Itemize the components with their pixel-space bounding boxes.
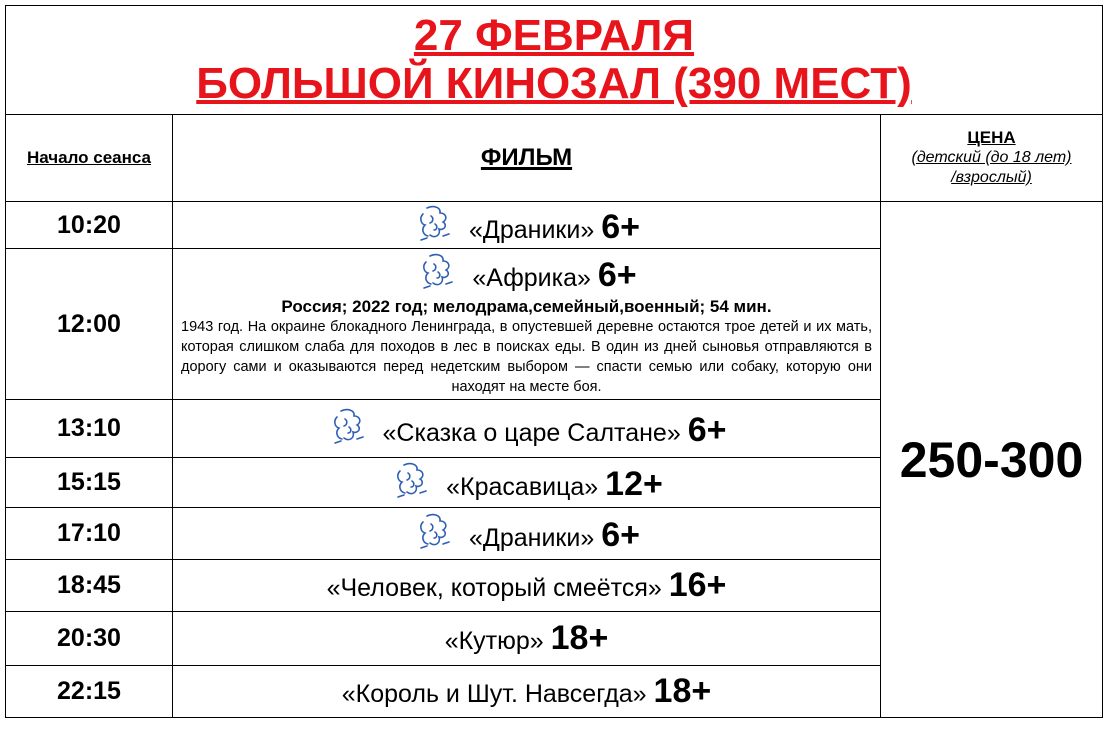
session-time: 22:15 (5, 665, 173, 718)
film-title: «Король и Шут. Навсегда» (341, 680, 647, 708)
film-title: «Кутюр» (444, 627, 544, 655)
film-cell: «Человек, который смеётся» 16+ (172, 559, 881, 612)
session-row: 15:15 «Красавица» 12+ (5, 457, 1103, 508)
film-title: «Драники» (469, 524, 595, 552)
header-film: ФИЛЬМ (172, 114, 881, 202)
header-time: Начало сеанса (5, 114, 173, 202)
pushkin-card-icon (413, 512, 457, 552)
session-row: 22:15 «Король и Шут. Навсегда» 18+ (5, 665, 1103, 718)
film-description: 1943 год. На окраине блокадного Ленингра… (181, 318, 872, 395)
session-time: 15:15 (5, 457, 173, 508)
film-title: «Человек, который смеётся» (326, 574, 662, 602)
session-row: 20:30 «Кутюр» 18+ (5, 611, 1103, 666)
session-row: 12:00 «Африка» 6+ Россия; 2022 год; мелод… (5, 248, 1103, 400)
film-cell: «Драники» 6+ (172, 201, 881, 249)
pushkin-card-icon (416, 252, 460, 292)
film-cell: «Сказка о царе Салтане» 6+ (172, 399, 881, 458)
age-rating: 18+ (550, 619, 609, 657)
pushkin-card-icon (390, 461, 434, 501)
header-price: ЦЕНА (детский (до 18 лет) /взрослый) (880, 114, 1103, 202)
pushkin-card-icon (327, 407, 371, 447)
session-time: 17:10 (5, 507, 173, 560)
film-cell: «Африка» 6+ Россия; 2022 год; мелодрама,с… (172, 248, 881, 400)
film-cell: «Красавица» 12+ (172, 457, 881, 508)
title-date: 27 ФЕВРАЛЯ (413, 11, 695, 60)
pushkin-card-icon (413, 204, 457, 244)
film-cell: «Кутюр» 18+ (172, 611, 881, 666)
page-title: 27 ФЕВРАЛЯ БОЛЬШОЙ КИНОЗАЛ (390 МЕСТ) (5, 5, 1103, 115)
price-sub1: (детский (до 18 лет) (911, 149, 1072, 166)
film-cell: «Король и Шут. Навсегда» 18+ (172, 665, 881, 718)
age-rating: 6+ (687, 411, 727, 449)
session-row: 10:20 «Драники» 6+ 250-300 (5, 201, 1103, 718)
film-title: «Драники» (469, 215, 595, 244)
age-rating: 6+ (601, 207, 640, 246)
session-time: 20:30 (5, 611, 173, 666)
session-time: 13:10 (5, 399, 173, 458)
age-rating: 18+ (653, 672, 712, 710)
film-cell: «Драники» 6+ (172, 507, 881, 560)
film-title: «Красавица» (446, 473, 599, 501)
film-title: «Сказка о царе Салтане» (382, 419, 681, 447)
film-title: «Африка» (472, 263, 591, 292)
age-rating: 6+ (601, 516, 640, 554)
age-rating: 6+ (597, 255, 637, 294)
age-rating: 16+ (668, 566, 727, 604)
session-time: 12:00 (5, 248, 173, 400)
session-row: 13:10 «Сказка о царе Салтане» 6+ (5, 399, 1103, 458)
price-sub2: /взрослый) (951, 169, 1032, 186)
session-time: 10:20 (5, 201, 173, 249)
session-row: 18:45 «Человек, который смеётся» 16+ (5, 559, 1103, 612)
price-title: ЦЕНА (967, 128, 1016, 147)
age-rating: 12+ (605, 465, 663, 503)
title-hall: БОЛЬШОЙ КИНОЗАЛ (390 МЕСТ) (196, 59, 912, 108)
price-value: 250-300 (880, 201, 1103, 718)
film-meta: Россия; 2022 год; мелодрама,семейный,вое… (281, 296, 772, 316)
schedule-table: 27 ФЕВРАЛЯ БОЛЬШОЙ КИНОЗАЛ (390 МЕСТ) На… (5, 5, 1103, 718)
session-time: 18:45 (5, 559, 173, 612)
